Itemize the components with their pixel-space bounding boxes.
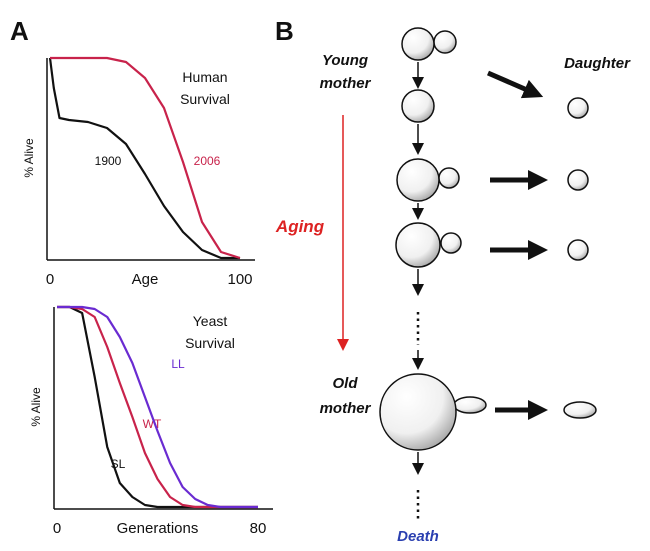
diagram: Young mother Daughter Aging Old mother D… xyxy=(275,27,631,545)
chart-title: Survival xyxy=(185,335,235,351)
bud xyxy=(453,396,487,414)
bud xyxy=(433,30,457,54)
y-axis-label: % Alive xyxy=(29,387,43,427)
young-mother-label: Young xyxy=(322,52,368,69)
chart-title: Human xyxy=(182,69,227,85)
survival-curve xyxy=(48,57,240,260)
y-axis-label: % Alive xyxy=(22,138,36,178)
series-label: 2006 xyxy=(194,154,221,168)
series-label: LL xyxy=(171,357,185,371)
chart-title: Yeast xyxy=(193,313,228,329)
young-mother-label: mother xyxy=(320,75,372,92)
cell xyxy=(401,89,435,123)
bud xyxy=(438,167,460,189)
x-tick-label: 0 xyxy=(46,271,54,288)
daughter-cell xyxy=(567,97,589,119)
survival-curve xyxy=(57,305,258,509)
series-label: SL xyxy=(111,457,126,471)
x-axis-label: Age xyxy=(132,271,159,288)
chart-title: Survival xyxy=(180,91,230,107)
cell xyxy=(396,158,440,202)
x-axis-label: Generations xyxy=(117,520,199,537)
cell xyxy=(395,222,441,268)
survival-curve xyxy=(50,56,241,260)
series-label: 1900 xyxy=(95,154,122,168)
daughter-cell xyxy=(567,239,589,261)
cell xyxy=(379,373,457,451)
aging-label: Aging xyxy=(275,217,325,236)
old-mother-label: Old xyxy=(333,375,359,392)
daughter-label: Daughter xyxy=(564,55,631,72)
death-label: Death xyxy=(397,528,439,545)
bud xyxy=(440,232,462,254)
daughter-cell xyxy=(563,401,597,419)
daughter-cell xyxy=(567,169,589,191)
x-tick-label: 80 xyxy=(250,520,267,537)
cell xyxy=(401,27,435,61)
x-tick-label: 100 xyxy=(227,271,252,288)
panel-label: A xyxy=(10,16,29,46)
old-mother-label: mother xyxy=(320,400,372,417)
x-tick-label: 0 xyxy=(53,520,61,537)
panel-label: B xyxy=(275,16,294,46)
arrow xyxy=(487,70,544,99)
